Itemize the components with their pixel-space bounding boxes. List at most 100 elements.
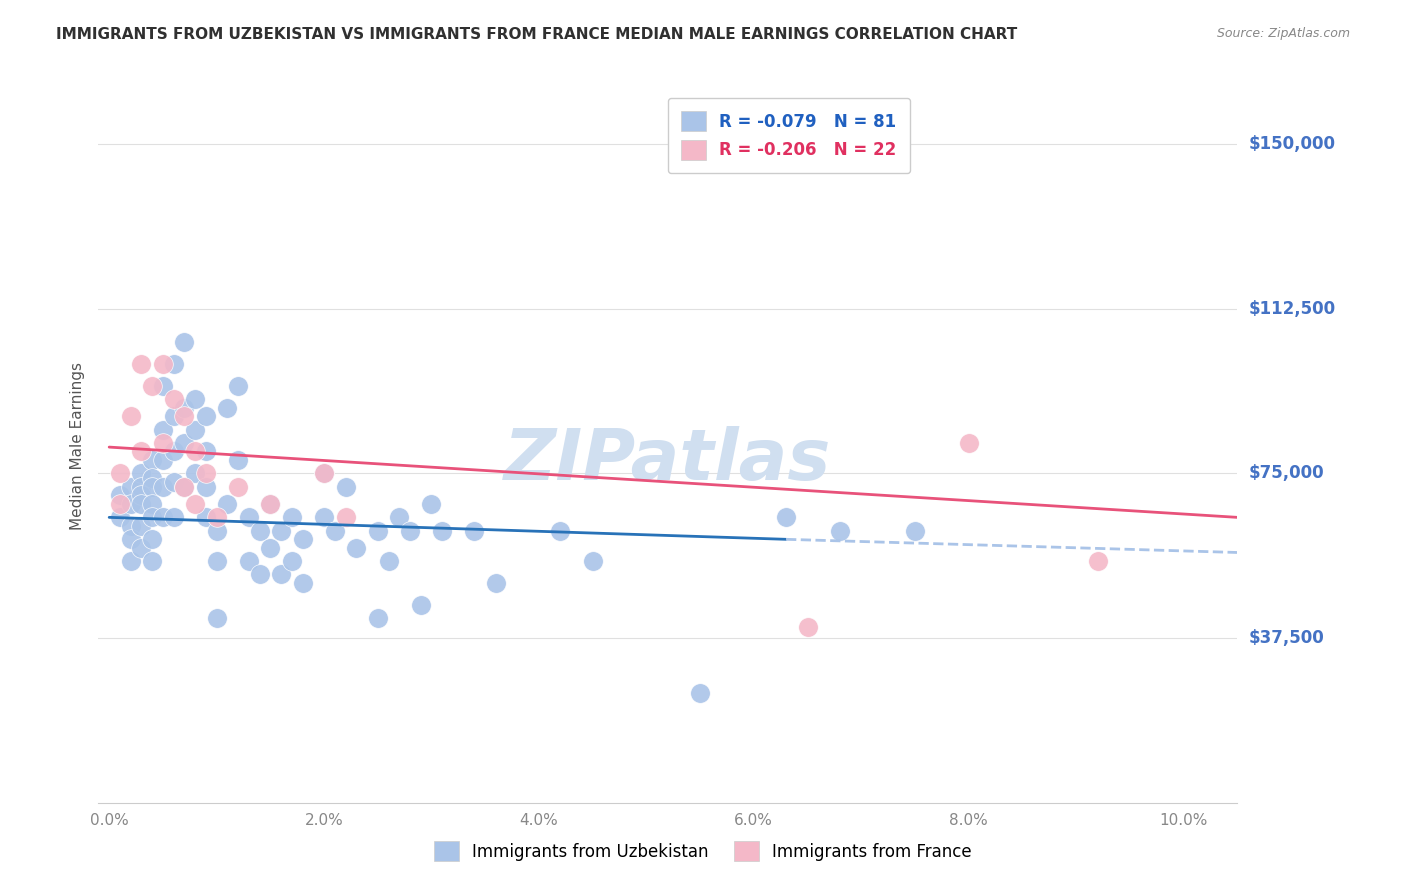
- Point: [270, 567, 292, 582]
- Point: [108, 497, 131, 511]
- Point: [550, 524, 572, 538]
- Point: [226, 480, 249, 494]
- Text: IMMIGRANTS FROM UZBEKISTAN VS IMMIGRANTS FROM FRANCE MEDIAN MALE EARNINGS CORREL: IMMIGRANTS FROM UZBEKISTAN VS IMMIGRANTS…: [56, 27, 1018, 42]
- Point: [141, 453, 163, 467]
- Point: [131, 467, 153, 481]
- Point: [259, 541, 281, 555]
- Point: [335, 510, 357, 524]
- Point: [131, 480, 153, 494]
- Point: [120, 409, 142, 424]
- Point: [162, 475, 184, 490]
- Point: [108, 488, 131, 502]
- Point: [217, 401, 239, 415]
- Point: [131, 444, 153, 458]
- Point: [775, 510, 797, 524]
- Point: [131, 541, 153, 555]
- Point: [131, 519, 153, 533]
- Point: [173, 480, 195, 494]
- Point: [259, 497, 281, 511]
- Point: [108, 510, 131, 524]
- Point: [194, 467, 217, 481]
- Point: [194, 480, 217, 494]
- Legend: Immigrants from Uzbekistan, Immigrants from France: Immigrants from Uzbekistan, Immigrants f…: [420, 828, 986, 875]
- Point: [152, 510, 174, 524]
- Point: [152, 435, 174, 450]
- Point: [312, 467, 335, 481]
- Point: [173, 480, 195, 494]
- Point: [108, 467, 131, 481]
- Point: [828, 524, 851, 538]
- Point: [194, 409, 217, 424]
- Point: [173, 435, 195, 450]
- Point: [141, 533, 163, 547]
- Point: [344, 541, 367, 555]
- Point: [323, 524, 346, 538]
- Point: [904, 524, 927, 538]
- Point: [184, 497, 207, 511]
- Point: [957, 435, 980, 450]
- Point: [141, 378, 163, 392]
- Point: [399, 524, 422, 538]
- Point: [184, 392, 207, 406]
- Point: [141, 497, 163, 511]
- Point: [120, 533, 142, 547]
- Point: [131, 357, 153, 371]
- Point: [226, 378, 249, 392]
- Point: [120, 480, 142, 494]
- Point: [582, 554, 605, 568]
- Point: [141, 554, 163, 568]
- Point: [194, 444, 217, 458]
- Point: [205, 510, 228, 524]
- Point: [796, 620, 818, 634]
- Point: [162, 357, 184, 371]
- Point: [152, 423, 174, 437]
- Point: [152, 480, 174, 494]
- Point: [485, 576, 508, 591]
- Point: [281, 510, 304, 524]
- Point: [291, 533, 314, 547]
- Point: [141, 480, 163, 494]
- Y-axis label: Median Male Earnings: Median Male Earnings: [69, 362, 84, 530]
- Point: [205, 611, 228, 625]
- Point: [194, 510, 217, 524]
- Point: [367, 611, 389, 625]
- Point: [120, 554, 142, 568]
- Point: [249, 524, 271, 538]
- Point: [367, 524, 389, 538]
- Point: [238, 510, 260, 524]
- Point: [184, 467, 207, 481]
- Point: [152, 378, 174, 392]
- Text: Source: ZipAtlas.com: Source: ZipAtlas.com: [1216, 27, 1350, 40]
- Point: [377, 554, 399, 568]
- Point: [205, 554, 228, 568]
- Point: [173, 401, 195, 415]
- Point: [270, 524, 292, 538]
- Point: [205, 524, 228, 538]
- Point: [335, 480, 357, 494]
- Point: [409, 598, 432, 612]
- Point: [281, 554, 304, 568]
- Point: [432, 524, 454, 538]
- Text: $37,500: $37,500: [1249, 629, 1324, 647]
- Point: [312, 510, 335, 524]
- Legend: R = -0.079   N = 81, R = -0.206   N = 22: R = -0.079 N = 81, R = -0.206 N = 22: [668, 97, 910, 173]
- Text: ZIPatlas: ZIPatlas: [505, 425, 831, 495]
- Point: [689, 686, 711, 700]
- Point: [388, 510, 411, 524]
- Text: $112,500: $112,500: [1249, 300, 1336, 318]
- Point: [184, 444, 207, 458]
- Point: [238, 554, 260, 568]
- Text: $150,000: $150,000: [1249, 135, 1336, 153]
- Point: [152, 453, 174, 467]
- Point: [291, 576, 314, 591]
- Point: [120, 519, 142, 533]
- Point: [249, 567, 271, 582]
- Point: [120, 497, 142, 511]
- Point: [217, 497, 239, 511]
- Point: [173, 409, 195, 424]
- Point: [141, 510, 163, 524]
- Point: [463, 524, 485, 538]
- Point: [1087, 554, 1109, 568]
- Point: [162, 392, 184, 406]
- Point: [152, 357, 174, 371]
